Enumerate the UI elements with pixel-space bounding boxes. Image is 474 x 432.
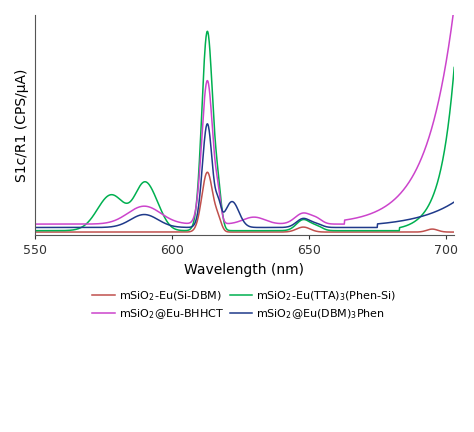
- Line: mSiO$_2$@Eu-BHHCT: mSiO$_2$@Eu-BHHCT: [35, 6, 454, 224]
- mSiO$_2$-Eu(TTA)$_3$(Phen-Si): [173, 227, 179, 232]
- mSiO$_2$-Eu(TTA)$_3$(Phen-Si): [87, 217, 93, 222]
- mSiO$_2$@Eu(DBM)$_3$Phen: [32, 225, 37, 230]
- mSiO$_2$-Eu(Si-DBM): [173, 229, 179, 235]
- mSiO$_2$-Eu(Si-DBM): [214, 207, 220, 213]
- mSiO$_2$-Eu(TTA)$_3$(Phen-Si): [253, 228, 258, 233]
- mSiO$_2$@Eu-BHHCT: [261, 217, 267, 222]
- mSiO$_2$@Eu(DBM)$_3$Phen: [87, 225, 93, 230]
- mSiO$_2$-Eu(TTA)$_3$(Phen-Si): [205, 29, 210, 34]
- mSiO$_2$-Eu(Si-DBM): [451, 229, 457, 235]
- mSiO$_2$-Eu(Si-DBM): [253, 229, 258, 235]
- mSiO$_2$@Eu(DBM)$_3$Phen: [205, 121, 210, 127]
- mSiO$_2$-Eu(Si-DBM): [87, 229, 93, 235]
- mSiO$_2$@Eu(DBM)$_3$Phen: [451, 200, 457, 205]
- mSiO$_2$@Eu-BHHCT: [451, 4, 457, 9]
- mSiO$_2$@Eu-BHHCT: [173, 219, 179, 224]
- mSiO$_2$@Eu-BHHCT: [214, 170, 219, 175]
- mSiO$_2$@Eu(DBM)$_3$Phen: [173, 224, 179, 229]
- mSiO$_2$@Eu-BHHCT: [87, 222, 93, 227]
- mSiO$_2$@Eu(DBM)$_3$Phen: [214, 191, 220, 196]
- mSiO$_2$-Eu(TTA)$_3$(Phen-Si): [361, 228, 367, 233]
- X-axis label: Wavelength (nm): Wavelength (nm): [184, 263, 304, 276]
- Legend: mSiO$_2$-Eu(Si-DBM), mSiO$_2$@Eu-BHHCT, mSiO$_2$-Eu(TTA)$_3$(Phen-Si), mSiO$_2$@: mSiO$_2$-Eu(Si-DBM), mSiO$_2$@Eu-BHHCT, …: [88, 285, 401, 325]
- Line: mSiO$_2$@Eu(DBM)$_3$Phen: mSiO$_2$@Eu(DBM)$_3$Phen: [35, 124, 454, 228]
- Line: mSiO$_2$-Eu(Si-DBM): mSiO$_2$-Eu(Si-DBM): [35, 172, 454, 232]
- mSiO$_2$-Eu(Si-DBM): [102, 229, 108, 235]
- mSiO$_2$@Eu-BHHCT: [32, 222, 37, 227]
- mSiO$_2$@Eu-BHHCT: [102, 220, 108, 226]
- mSiO$_2$@Eu(DBM)$_3$Phen: [261, 225, 267, 230]
- mSiO$_2$-Eu(TTA)$_3$(Phen-Si): [261, 228, 267, 233]
- mSiO$_2$-Eu(Si-DBM): [205, 170, 210, 175]
- mSiO$_2$@Eu-BHHCT: [252, 215, 258, 220]
- mSiO$_2$@Eu(DBM)$_3$Phen: [102, 225, 108, 230]
- Y-axis label: S1c/R1 (CPS/μA): S1c/R1 (CPS/μA): [15, 68, 29, 182]
- mSiO$_2$-Eu(TTA)$_3$(Phen-Si): [32, 228, 37, 233]
- Line: mSiO$_2$-Eu(TTA)$_3$(Phen-Si): mSiO$_2$-Eu(TTA)$_3$(Phen-Si): [35, 31, 454, 231]
- mSiO$_2$@Eu(DBM)$_3$Phen: [253, 225, 258, 230]
- mSiO$_2$-Eu(Si-DBM): [261, 229, 267, 235]
- mSiO$_2$-Eu(TTA)$_3$(Phen-Si): [451, 65, 457, 70]
- mSiO$_2$-Eu(Si-DBM): [32, 229, 37, 235]
- mSiO$_2$-Eu(TTA)$_3$(Phen-Si): [102, 196, 108, 201]
- mSiO$_2$-Eu(TTA)$_3$(Phen-Si): [214, 157, 220, 162]
- mSiO$_2$@Eu(DBM)$_3$Phen: [361, 225, 367, 230]
